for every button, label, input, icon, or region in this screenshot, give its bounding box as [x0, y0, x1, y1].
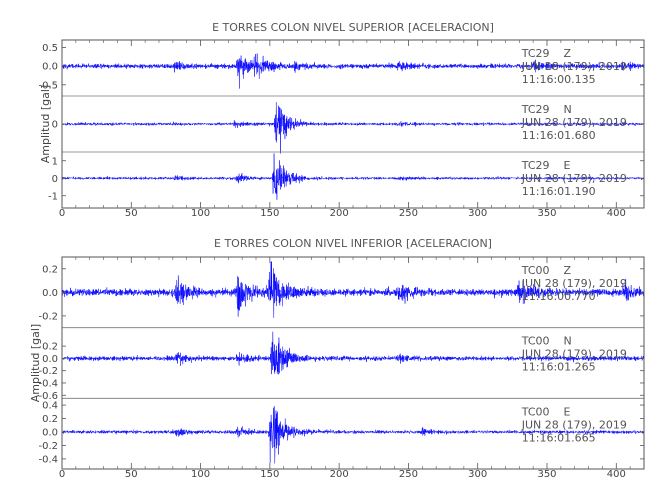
component-code: N: [564, 103, 572, 116]
station-code: TC00: [521, 264, 550, 277]
y-tick-label: 0.2: [42, 342, 58, 353]
y-tick-label: -0.6: [38, 391, 58, 402]
trace-date: JUN 28 (179), 2019: [521, 418, 627, 431]
x-tick-label: 250: [399, 208, 418, 219]
x-tick-label: 350: [537, 208, 556, 219]
waveform-line: [61, 261, 645, 318]
waveform-line: [61, 406, 645, 464]
y-tick-label: 0.0: [42, 354, 58, 365]
component-code: Z: [564, 47, 572, 60]
station-code: TC29: [521, 103, 550, 116]
waveform-line: [61, 331, 645, 375]
component-code: Z: [564, 264, 572, 277]
y-tick-label: 0.0: [42, 427, 58, 438]
y-tick-label: 0: [52, 174, 58, 185]
trace-station-label: TC00 N: [521, 335, 572, 348]
x-tick-label: 300: [468, 208, 487, 219]
x-tick-label: 400: [607, 469, 626, 480]
trace-station-label: TC29 Z: [521, 47, 572, 60]
y-tick-label: -0.5: [38, 80, 58, 91]
y-tick-label: 0.0: [42, 288, 58, 299]
y-tick-label: -1: [48, 191, 58, 202]
waveform-line: [61, 53, 645, 89]
y-tick-label: -0.4: [38, 454, 58, 465]
trace-time: 11:16:01.190: [522, 185, 596, 198]
y-tick-label: 0.4: [42, 401, 58, 412]
trace-date: JUN 28 (179), 2019: [521, 172, 627, 185]
x-tick-label: 150: [260, 469, 279, 480]
x-tick-label: 200: [330, 469, 349, 480]
y-tick-label: -0.2: [38, 311, 58, 322]
trace-time: 11:16:01.665: [522, 431, 596, 444]
trace-date: JUN 28 (179), 2019: [521, 277, 627, 290]
y-tick-label: 0: [52, 120, 58, 131]
y-tick-label: -0.4: [38, 378, 58, 389]
y-tick-label: 0.5: [42, 43, 58, 54]
trace-date: JUN 28 (179), 2019: [521, 348, 627, 361]
y-tick-label: 0.2: [42, 264, 58, 275]
x-tick-label: 0: [59, 469, 65, 480]
trace-station-label: TC29 N: [521, 103, 572, 116]
trace-date: JUN 28 (179), 2019: [521, 116, 627, 129]
trace-time: 11:16:01.680: [522, 129, 596, 142]
y-tick-label: 0.2: [42, 414, 58, 425]
x-tick-label: 100: [191, 208, 210, 219]
chart-title: E TORRES COLON NIVEL INFERIOR [ACELERACI…: [214, 237, 492, 250]
y-tick-label: 0.0: [42, 62, 58, 73]
waveform-line: [61, 102, 645, 154]
x-tick-label: 0: [59, 208, 65, 219]
x-tick-label: 250: [399, 469, 418, 480]
x-tick-label: 200: [330, 208, 349, 219]
component-code: E: [564, 159, 571, 172]
trace-station-label: TC00 Z: [521, 264, 572, 277]
chart-panel-2: E TORRES COLON NIVEL INFERIOR [ACELERACI…: [29, 237, 645, 480]
trace-time: 11:16:00.135: [522, 73, 596, 86]
trace-station-label: TC29 E: [521, 159, 571, 172]
x-tick-label: 50: [125, 208, 138, 219]
x-tick-label: 400: [607, 208, 626, 219]
x-tick-label: 300: [468, 469, 487, 480]
x-tick-label: 150: [260, 208, 279, 219]
chart-title: E TORRES COLON NIVEL SUPERIOR [ACELERACI…: [212, 21, 494, 34]
y-tick-label: 1: [52, 156, 58, 167]
trace-station-label: TC00 E: [521, 405, 571, 418]
y-axis-label: Amplitud [gal]: [39, 85, 52, 163]
waveform-line: [61, 153, 645, 200]
y-tick-label: -0.2: [38, 366, 58, 377]
station-code: TC00: [521, 335, 550, 348]
component-code: E: [564, 405, 571, 418]
y-tick-label: -0.2: [38, 441, 58, 452]
component-code: N: [564, 335, 572, 348]
trace-time: 11:16:00.770: [522, 290, 596, 303]
chart-panel-1: E TORRES COLON NIVEL SUPERIOR [ACELERACI…: [38, 21, 645, 219]
station-code: TC29: [521, 159, 550, 172]
y-axis-label: Amplitud [gal]: [29, 324, 42, 402]
x-tick-label: 50: [125, 469, 138, 480]
trace-date: JUN 28 (179), 2019: [521, 60, 627, 73]
trace-time: 11:16:01.265: [522, 361, 596, 374]
station-code: TC29: [521, 47, 550, 60]
station-code: TC00: [521, 405, 550, 418]
x-tick-label: 350: [537, 469, 556, 480]
x-tick-label: 100: [191, 469, 210, 480]
